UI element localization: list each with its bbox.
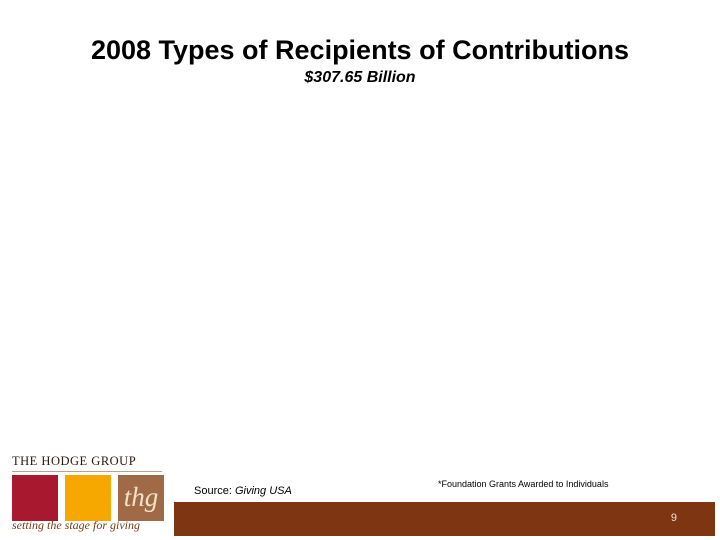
company-logo: THE HODGE GROUP thg setting the stage fo… [8, 450, 166, 536]
source-note: Source: Giving USA [194, 485, 292, 497]
source-label: Source: [194, 485, 235, 497]
slide-title: 2008 Types of Recipients of Contribution… [90, 35, 630, 65]
footnote: *Foundation Grants Awarded to Individual… [438, 479, 609, 489]
logo-red-square [12, 475, 58, 521]
page-number: 9 [670, 512, 677, 524]
logo-tagline: setting the stage for giving [12, 518, 140, 532]
slide-subtitle: $307.65 Billion [304, 69, 416, 86]
source-name: Giving USA [234, 485, 292, 497]
chart-area [40, 100, 680, 430]
logo-name: THE HODGE GROUP [12, 454, 137, 468]
footer-bar: 9 [174, 502, 715, 536]
logo-orange-square [65, 475, 111, 521]
logo-monogram: thg [118, 475, 164, 521]
logo-divider [12, 471, 162, 472]
